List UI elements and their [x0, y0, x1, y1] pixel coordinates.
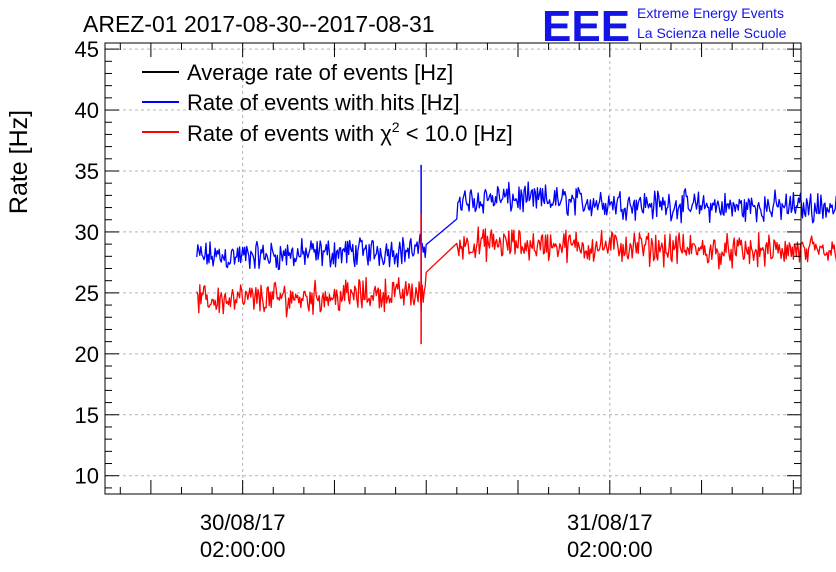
y-tick-labels: 10 15 20 25 30 35 40 45 — [75, 37, 99, 489]
logo-line2: La Scienza nelle Scuole — [637, 25, 787, 41]
y-tick-label: 10 — [75, 464, 99, 489]
x-tick-time: 02:00:00 — [200, 537, 286, 562]
legend: Average rate of events [Hz] Rate of even… — [142, 60, 513, 146]
legend-chi2-suffix: < 10.0 [Hz] — [400, 121, 513, 146]
legend-chi2-symbol: χ — [380, 121, 392, 146]
series-line-chi2 — [196, 226, 836, 318]
eee-logo-mark: EEE — [542, 2, 630, 51]
eee-logo: EEE Extreme Energy Events La Scienza nel… — [542, 2, 787, 51]
legend-chi2-prefix: Rate of events with — [187, 121, 380, 146]
legend-label-chi2: Rate of events with χ2 < 10.0 [Hz] — [187, 119, 513, 146]
logo-line1: Extreme Energy Events — [637, 5, 784, 21]
series-line-hits — [196, 181, 836, 271]
y-tick-label: 45 — [75, 37, 99, 62]
x-tick-date: 31/08/17 — [567, 510, 653, 535]
chart-title: AREZ-01 2017-08-30--2017-08-31 — [83, 11, 435, 37]
legend-chi2-sup: 2 — [392, 119, 400, 135]
x-tick-date: 30/08/17 — [200, 510, 286, 535]
y-tick-label: 15 — [75, 403, 99, 428]
axis-ticks — [105, 43, 801, 494]
y-tick-label: 20 — [75, 342, 99, 367]
y-axis-label: Rate [Hz] — [5, 110, 33, 214]
series-layer — [196, 164, 836, 345]
x-tick-time: 02:00:00 — [567, 537, 653, 562]
legend-label-hits: Rate of events with hits [Hz] — [187, 90, 460, 115]
y-tick-label: 35 — [75, 159, 99, 184]
y-tick-label: 30 — [75, 220, 99, 245]
y-tick-label: 25 — [75, 281, 99, 306]
legend-label-average: Average rate of events [Hz] — [187, 60, 453, 85]
y-tick-label: 40 — [75, 98, 99, 123]
